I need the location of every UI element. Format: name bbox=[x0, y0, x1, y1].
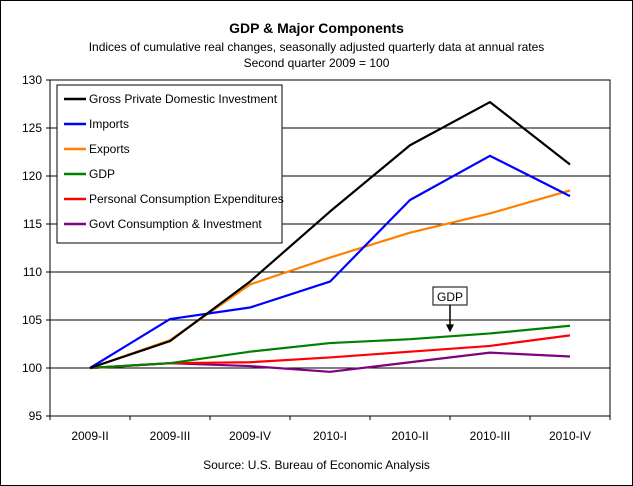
y-tick-label-120: 120 bbox=[22, 169, 42, 183]
series-line-gross-private-domestic-investment bbox=[89, 100, 571, 370]
legend-label-gdp: GDP bbox=[89, 167, 115, 181]
legend-label-govt-consumption-investment: Govt Consumption & Investment bbox=[89, 217, 262, 231]
legend-label-exports: Exports bbox=[89, 142, 130, 156]
chart-title: GDP & Major Components bbox=[229, 20, 404, 36]
y-tick-label-125: 125 bbox=[22, 121, 42, 135]
legend-label-imports: Imports bbox=[89, 117, 129, 131]
chart-subtitle-line-2: Second quarter 2009 = 100 bbox=[243, 56, 390, 70]
y-tick-label-95: 95 bbox=[29, 409, 43, 423]
y-tick-label-130: 130 bbox=[22, 73, 42, 87]
source-note: Source: U.S. Bureau of Economic Analysis bbox=[203, 458, 430, 472]
series-line-imports bbox=[89, 154, 571, 369]
y-tick-label-115: 115 bbox=[23, 217, 42, 231]
legend-label-gross-private-domestic-investment: Gross Private Domestic Investment bbox=[89, 92, 278, 106]
x-tick-label-2009-II: 2009-II bbox=[71, 429, 108, 443]
y-tick-label-100: 100 bbox=[22, 361, 42, 375]
legend-label-personal-consumption-expenditures: Personal Consumption Expenditures bbox=[89, 192, 284, 206]
y-tick-label-105: 105 bbox=[22, 313, 42, 327]
chart-subtitle-line-1: Indices of cumulative real changes, seas… bbox=[88, 40, 545, 54]
series-line-gdp bbox=[89, 324, 571, 370]
annotation-label: GDP bbox=[437, 290, 463, 304]
x-tick-label-2010-II: 2010-II bbox=[391, 429, 428, 443]
annotation-arrow-head bbox=[446, 324, 454, 333]
legend-box bbox=[56, 84, 283, 244]
x-tick-label-2009-IV: 2009-IV bbox=[229, 429, 271, 443]
legend: Gross Private Domestic Investment Imports… bbox=[56, 84, 284, 244]
x-tick-label-2010-III: 2010-III bbox=[470, 429, 511, 443]
x-tick-label-2010-IV: 2010-IV bbox=[549, 429, 591, 443]
gdp-annotation: GDP bbox=[432, 286, 468, 333]
x-tick-label-2010-I: 2010-I bbox=[313, 429, 347, 443]
x-tick-label-2009-III: 2009-III bbox=[150, 429, 191, 443]
y-tick-label-110: 110 bbox=[23, 265, 42, 279]
